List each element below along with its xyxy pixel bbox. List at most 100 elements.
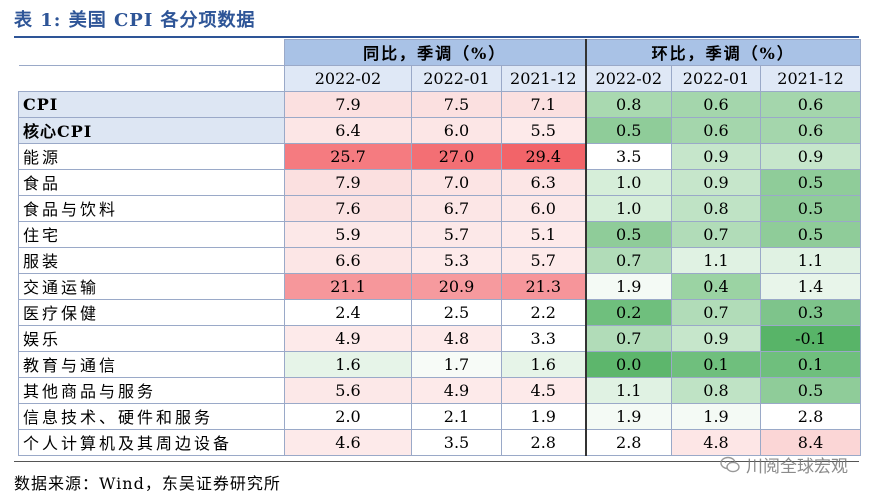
value-cell: 6.7 [411, 194, 502, 222]
mom-group-header: 环比，季调（%） [584, 39, 862, 66]
value-cell: 4.9 [411, 376, 502, 404]
value-cell: 5.3 [411, 246, 502, 274]
value-cell: 0.6 [760, 116, 862, 144]
value-cell: 1.9 [584, 272, 673, 300]
value-cell: 0.8 [671, 194, 762, 222]
value-cell: 2.2 [500, 298, 587, 326]
value-cell: 4.8 [411, 324, 502, 352]
value-cell: 27.0 [411, 142, 502, 170]
data-source-note: 数据来源：Wind，东吴证券研究所 [14, 474, 281, 493]
value-cell: 0.5 [584, 220, 673, 248]
row-label: 教育与通信 [18, 350, 285, 378]
value-cell: 0.9 [671, 142, 762, 170]
row-label: 食品 [18, 168, 285, 196]
row-label: 医疗保健 [18, 298, 285, 326]
value-cell: 3.3 [500, 324, 587, 352]
value-cell: 7.1 [500, 90, 587, 118]
value-cell: 5.7 [411, 220, 502, 248]
value-cell: 0.7 [584, 324, 673, 352]
value-cell: 20.9 [411, 272, 502, 300]
table-row: 信息技术、硬件和服务 2.0 2.1 1.9 1.9 1.9 2.8 [18, 402, 862, 430]
value-cell: 0.5 [584, 116, 673, 144]
value-cell: 5.1 [500, 220, 587, 248]
value-cell: 1.1 [671, 246, 762, 274]
value-cell: 2.8 [500, 428, 587, 456]
footer-rule [14, 461, 859, 462]
value-cell: 2.8 [760, 402, 862, 430]
date-header-row: 2022-02 2022-01 2021-12 2022-02 2022-01 … [18, 64, 862, 92]
date-header: 2021-12 [760, 64, 862, 92]
value-cell: 0.1 [760, 350, 862, 378]
value-cell: 0.7 [584, 246, 673, 274]
date-header: 2022-02 [584, 64, 673, 92]
value-cell: 4.8 [671, 428, 762, 456]
table-row: 教育与通信 1.6 1.7 1.6 0.0 0.1 0.1 [18, 350, 862, 378]
value-cell: -0.1 [760, 324, 862, 352]
date-header: 2021-12 [500, 64, 587, 92]
value-cell: 0.5 [760, 194, 862, 222]
value-cell: 0.6 [671, 90, 762, 118]
value-cell: 6.4 [284, 116, 412, 144]
row-label: 交通运输 [18, 272, 285, 300]
value-cell: 1.4 [760, 272, 862, 300]
table-row: 其他商品与服务 5.6 4.9 4.5 1.1 0.8 0.5 [18, 376, 862, 404]
row-label: 食品与饮料 [18, 194, 285, 222]
value-cell: 5.7 [500, 246, 587, 274]
value-cell: 0.5 [760, 168, 862, 196]
table-row: 医疗保健 2.4 2.5 2.2 0.2 0.7 0.3 [18, 298, 862, 326]
value-cell: 3.5 [584, 142, 673, 170]
table-row: 娱乐 4.9 4.8 3.3 0.7 0.9 -0.1 [18, 324, 862, 352]
value-cell: 6.3 [500, 168, 587, 196]
value-cell: 2.4 [284, 298, 412, 326]
value-cell: 0.8 [584, 90, 673, 118]
value-cell: 1.9 [584, 402, 673, 430]
value-cell: 1.0 [584, 194, 673, 222]
value-cell: 4.5 [500, 376, 587, 404]
value-cell: 6.6 [284, 246, 412, 274]
row-label: 服装 [18, 246, 285, 274]
value-cell: 7.9 [284, 168, 412, 196]
wechat-icon [720, 456, 740, 472]
value-cell: 1.6 [500, 350, 587, 378]
value-cell: 21.3 [500, 272, 587, 300]
row-label: 其他商品与服务 [18, 376, 285, 404]
value-cell: 0.2 [584, 298, 673, 326]
value-cell: 0.9 [671, 168, 762, 196]
value-cell: 25.7 [284, 142, 412, 170]
value-cell: 0.7 [671, 298, 762, 326]
date-header: 2022-01 [411, 64, 502, 92]
yoy-group-header: 同比，季调（%） [283, 39, 587, 66]
table-row: 食品 7.9 7.0 6.3 1.0 0.9 0.5 [18, 168, 862, 196]
watermark-text: 川阅全球宏观 [746, 457, 848, 477]
value-cell: 1.9 [500, 402, 587, 430]
value-cell: 7.9 [284, 90, 412, 118]
cpi-table: 同比，季调（%） 环比，季调（%） 2022-02 2022-01 2021-1… [18, 39, 862, 456]
table-row: 交通运输 21.1 20.9 21.3 1.9 0.4 1.4 [18, 272, 862, 300]
table-row: 个人计算机及其周边设备 4.6 3.5 2.8 2.8 4.8 8.4 [18, 428, 862, 456]
value-cell: 0.5 [760, 376, 862, 404]
value-cell: 1.9 [671, 402, 762, 430]
row-label: 核心CPI [18, 116, 285, 144]
value-cell: 0.6 [671, 116, 762, 144]
value-cell: 5.5 [500, 116, 587, 144]
date-header: 2022-01 [671, 64, 762, 92]
value-cell: 29.4 [500, 142, 587, 170]
value-cell: 3.5 [411, 428, 502, 456]
table-row: 服装 6.6 5.3 5.7 0.7 1.1 1.1 [18, 246, 862, 274]
table-row: 住宅 5.9 5.7 5.1 0.5 0.7 0.5 [18, 220, 862, 248]
table-title: 表 1: 美国 CPI 各分项数据 [14, 10, 256, 31]
value-cell: 1.0 [584, 168, 673, 196]
value-cell: 2.8 [584, 428, 673, 456]
value-cell: 0.4 [671, 272, 762, 300]
value-cell: 0.9 [760, 142, 862, 170]
value-cell: 2.1 [411, 402, 502, 430]
value-cell: 2.0 [284, 402, 412, 430]
value-cell: 5.6 [284, 376, 412, 404]
value-cell: 0.9 [671, 324, 762, 352]
value-cell: 7.5 [411, 90, 502, 118]
table-row: 能源 25.7 27.0 29.4 3.5 0.9 0.9 [18, 142, 862, 170]
value-cell: 5.9 [284, 220, 412, 248]
corner-cell [18, 39, 285, 66]
value-cell: 2.5 [411, 298, 502, 326]
value-cell: 0.1 [671, 350, 762, 378]
